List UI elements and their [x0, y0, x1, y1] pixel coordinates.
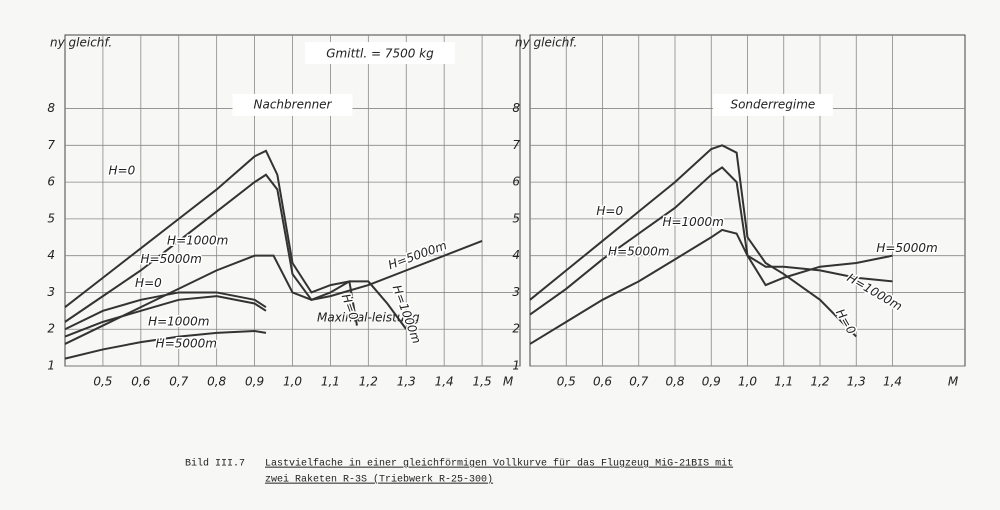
y-tick-label: 3 [47, 285, 55, 299]
x-tick-label: 1,3 [397, 375, 416, 389]
series-label: H=5000m [608, 244, 669, 258]
x-tick-label: 1,1 [774, 375, 793, 389]
series-label: H=1000m [662, 215, 723, 229]
caption-number: Bild III.7 [185, 458, 245, 470]
y-tick-label: 2 [512, 322, 520, 336]
series-label: H=1000m [148, 314, 209, 328]
series-line [64, 295, 267, 338]
chart-title: Sonderregime [730, 97, 815, 111]
caption-line: zwei Raketen R-3S (Triebwerk R-25-300) [265, 474, 493, 486]
x-tick-label: 0,9 [702, 375, 721, 389]
x-axis-label: M [503, 375, 514, 389]
series-line [64, 330, 267, 360]
series-line [64, 240, 483, 345]
series-label: H=1000m [845, 271, 905, 314]
x-tick-label: 1,1 [321, 375, 340, 389]
x-axis-label: M [948, 375, 959, 389]
chart: 0,5 0,6 0,7 0,8 0,9 1,0 1,1 1,2 1,3 1,4 1 2 3 4 5 6 7 8 Mn… [512, 34, 966, 389]
series-label: H=0 [596, 204, 623, 218]
subtitle-box [305, 42, 455, 64]
series-line [64, 173, 408, 330]
y-tick-label: 1 [47, 359, 55, 373]
x-tick-label: 0,8 [665, 375, 684, 389]
y-tick-label: 1 [512, 359, 520, 373]
series-label: H=0 [833, 307, 859, 337]
x-tick-label: 1,0 [283, 375, 302, 389]
y-tick-label: 5 [512, 211, 520, 225]
series-label: H=1000m [167, 233, 228, 247]
series-label: H=0 [135, 276, 162, 290]
subtitle: Gmittl. = 7500 kg [326, 47, 434, 61]
series-label: H=5000m [141, 252, 202, 266]
x-tick-label: 0,9 [245, 375, 264, 389]
x-tick-label: 0,5 [557, 375, 576, 389]
series-line [64, 291, 267, 331]
y-axis-label: ny gleichf. [50, 36, 112, 50]
x-tick-label: 1,4 [435, 375, 454, 389]
chart: 0,5 0,6 0,7 0,8 0,9 1,0 1,1 1,2 1,3 1,4 1,5 1 2 3 4 5 6 7… [47, 34, 521, 389]
series-label: H=0 [109, 164, 136, 178]
x-tick-label: 0,7 [629, 375, 648, 389]
x-tick-label: 1,3 [847, 375, 866, 389]
y-tick-label: 6 [512, 175, 520, 189]
series-line [529, 228, 893, 345]
chart-title: Nachbrenner [254, 97, 333, 111]
caption-line: Lastvielfache in einer gleichförmigen Vo… [265, 458, 733, 470]
y-tick-label: 7 [47, 138, 55, 152]
series-label: H=5000m [386, 238, 448, 272]
x-tick-label: 1,2 [810, 375, 829, 389]
charts: 0,5 0,6 0,7 0,8 0,9 1,0 1,1 1,2 1,3 1,4 1,5 1 2 3 4 5 6 7… [47, 34, 966, 389]
title-box [232, 93, 353, 116]
y-tick-label: 4 [512, 248, 520, 262]
y-tick-label: 8 [47, 101, 55, 115]
series-line [529, 166, 893, 316]
x-tick-label: 1,5 [473, 375, 492, 389]
x-tick-label: 1,0 [738, 375, 757, 389]
y-tick-label: 2 [47, 322, 55, 336]
y-axis-label: ny gleichf. [515, 36, 577, 50]
x-tick-label: 0,6 [131, 375, 150, 389]
y-tick-label: 7 [512, 138, 520, 152]
x-tick-label: 0,8 [207, 375, 226, 389]
x-tick-label: 0,7 [169, 375, 188, 389]
y-tick-label: 6 [47, 175, 55, 189]
y-tick-label: 3 [512, 285, 520, 299]
series-label: H=5000m [876, 241, 937, 255]
y-tick-label: 8 [512, 101, 520, 115]
x-tick-label: 1,4 [883, 375, 902, 389]
y-tick-label: 5 [47, 211, 55, 225]
series-label: H=5000m [156, 336, 217, 350]
x-tick-label: 1,2 [359, 375, 378, 389]
y-tick-label: 4 [47, 248, 55, 262]
x-tick-label: 0,6 [593, 375, 612, 389]
x-tick-label: 0,5 [93, 375, 112, 389]
series-line [529, 144, 857, 338]
title-box [712, 93, 833, 116]
series-line [64, 149, 358, 326]
